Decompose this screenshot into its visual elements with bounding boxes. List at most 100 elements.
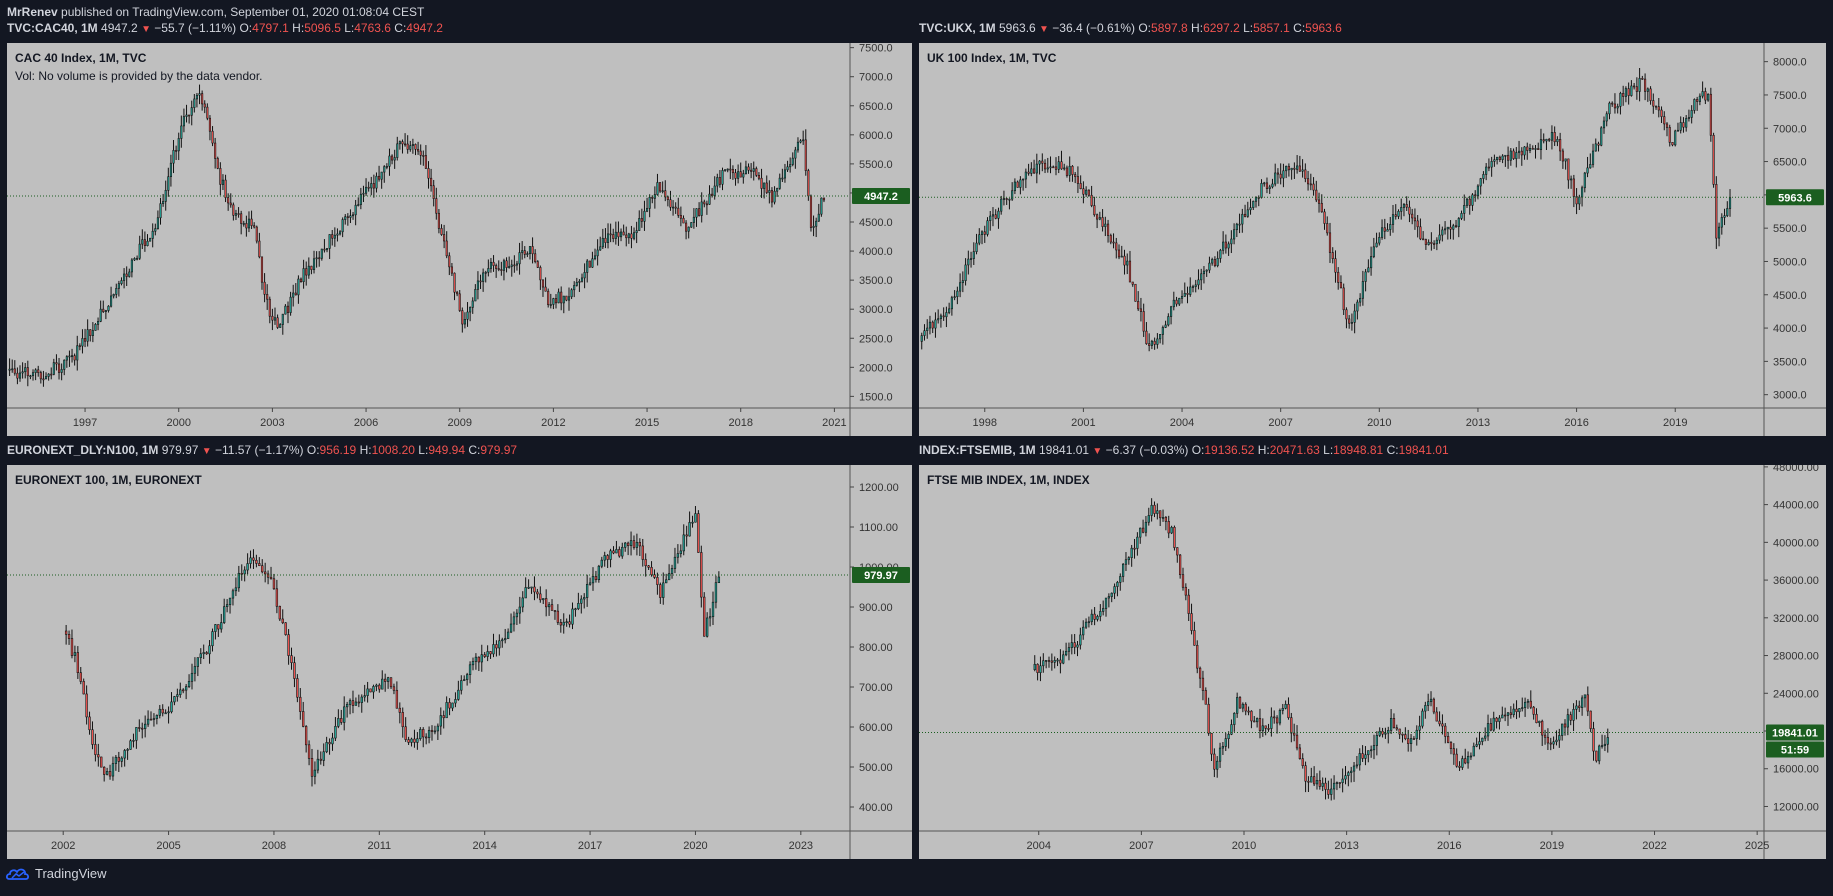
y-tick-label: 800.00 [859,642,893,654]
candle-body [219,168,222,185]
candle-body [697,513,700,553]
candle-body [1096,214,1099,220]
candle-body [1624,88,1627,97]
chart-panel[interactable]: 48000.00 44000.00 40000.00 36000.00 32000.00… [919,465,1826,859]
candle-body [224,179,227,198]
candle-body [1429,698,1433,702]
candle-body [214,142,217,159]
candle-body [1296,165,1299,170]
candle-body [1064,650,1068,656]
candle-body [146,718,150,725]
candle-body [1213,259,1216,266]
y-tick-label: 500.00 [859,762,893,774]
candle-body [81,338,84,347]
candle-body [1213,753,1216,770]
candle-body [417,149,420,152]
candle-body [1082,626,1085,636]
candle-body [1578,705,1581,708]
open-label-prefix: O: [1138,21,1152,35]
candle-body [1148,343,1151,346]
candle-body [1424,705,1427,712]
candle-body [1358,753,1361,766]
candle-body [173,696,176,703]
candle-body [1592,728,1595,752]
candle-body [1210,733,1213,755]
candle-body [1093,205,1096,216]
chart-svg[interactable]: 8000.07500.07000.06500.06000.05500.05000… [919,43,1826,436]
candle-body [656,577,659,585]
candle-body [123,750,126,759]
candle-body [1492,717,1495,731]
symbol-name[interactable]: INDEX:FTSEMIB, 1M [919,443,1036,457]
candle-body [1304,765,1307,782]
candle-body [1441,723,1444,727]
candle-body [103,766,106,775]
chart-panel[interactable]: 1200.001100.001000.00900.00800.00700.006… [7,465,912,859]
candle-body [1646,88,1649,92]
symbol-name[interactable]: TVC:CAC40, 1M [7,21,98,35]
candle-body [1117,249,1121,258]
candle-body [263,281,266,295]
symbol-name[interactable]: EURONEXT_DLY:N100, 1M [7,443,159,457]
candle-body [1011,190,1014,200]
candle-body [501,639,504,642]
candle-body [1495,717,1498,722]
candle-body [1356,301,1359,312]
candle-body [553,610,557,612]
y-tick-label: 2000.0 [859,362,893,374]
chart-svg[interactable]: 7500.07000.06500.06000.05500.05000.04500… [7,43,912,436]
countdown-label: 51:59 [1781,745,1809,757]
candle-body [571,608,574,625]
author-name[interactable]: MrRenev [7,5,58,19]
chart-svg[interactable]: 1200.001100.001000.00900.00800.00700.006… [7,465,912,859]
candle-body [1178,297,1181,305]
candle-body [1298,165,1301,172]
candle-body [661,190,664,192]
candle-body [1002,198,1006,200]
candle-body [1170,526,1173,534]
candle-body [307,265,310,276]
candle-body [695,208,698,218]
candle-body [513,264,516,267]
candle-body [1372,246,1375,257]
candle-body [294,292,297,296]
candle-body [489,261,492,269]
candle-body [1258,718,1262,731]
candle-body [484,271,487,274]
candle-body [1608,102,1611,115]
chart-svg[interactable]: 48000.00 44000.00 40000.00 36000.00 32000.00… [919,465,1826,859]
candle-body [1586,167,1589,174]
tradingview-cloud-icon[interactable] [6,867,30,881]
candle-body [643,210,646,222]
candle-body [524,587,527,599]
x-tick-label: 2011 [367,840,391,852]
candle-body [604,237,607,243]
candle-body [193,98,196,108]
symbol-name[interactable]: TVC:UKX, 1M [919,21,996,35]
candle-body [1398,728,1401,735]
candle-body [1419,226,1422,240]
candle-body [1085,189,1088,195]
candle-body [375,684,378,687]
candle-body [461,310,464,325]
candle-body [1526,700,1530,703]
candle-body [1121,563,1125,577]
candle-body [21,371,24,374]
candle-body [614,231,617,239]
candle-body [1461,758,1464,768]
footer-brand[interactable]: TradingView [35,866,107,881]
candle-body [231,590,235,599]
chart-panel[interactable]: 8000.07500.07000.06500.06000.05500.05000… [919,43,1826,436]
candle-body [287,634,290,656]
chart-panel[interactable]: 7500.07000.06500.06000.05500.05000.04500… [7,43,912,436]
candle-body [573,285,576,291]
candle-body [583,272,586,279]
candle-body [1309,183,1312,186]
candle-body [211,631,214,647]
candle-body [1332,782,1336,790]
candle-body [691,521,694,524]
candle-body [1110,592,1113,597]
candle-body [961,280,964,284]
candle-body [1347,772,1350,776]
candle-body [1561,150,1564,162]
